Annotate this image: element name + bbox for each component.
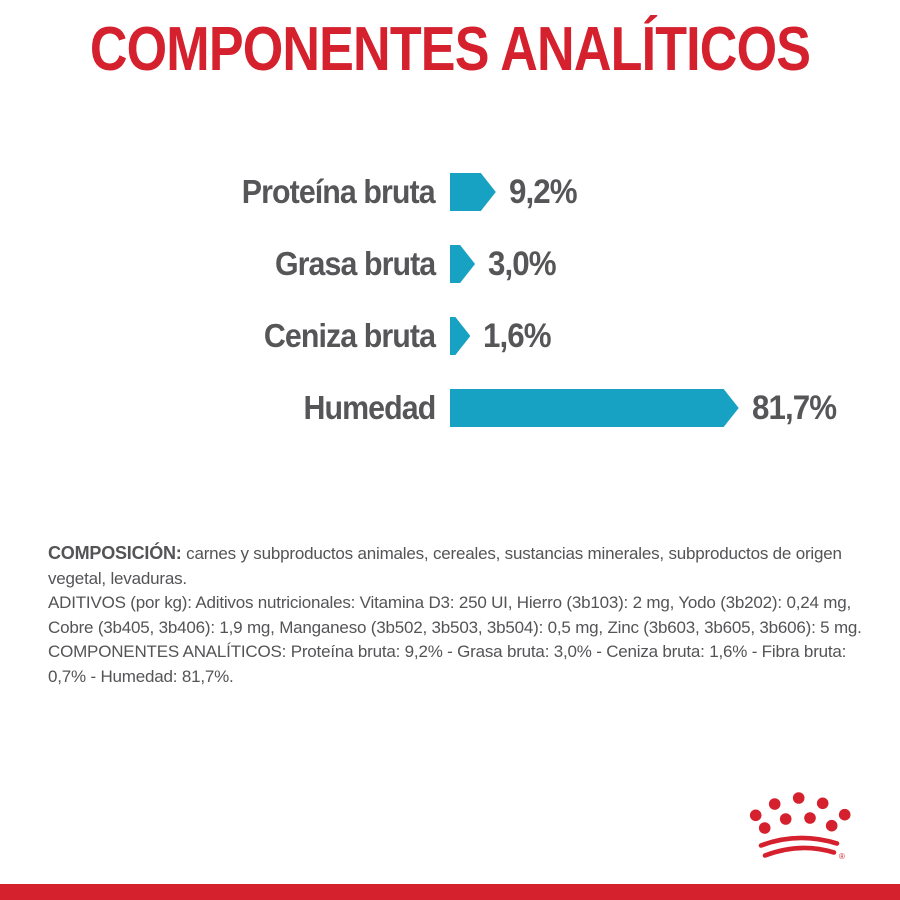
composicion-paragraph: COMPOSICIÓN: carnes y subproductos anima… xyxy=(48,541,862,591)
composicion-label: COMPOSICIÓN: xyxy=(48,543,182,563)
chart-row-proteina: Proteína bruta 9,2% xyxy=(0,156,900,228)
bar-value-grasa: 3,0% xyxy=(488,244,557,283)
royal-canin-crown-icon: ® xyxy=(749,792,851,861)
bar-label-humedad: Humedad xyxy=(303,389,436,426)
chart-row-ceniza: Ceniza bruta 1,6% xyxy=(0,300,900,372)
bar-value-proteina: 9,2% xyxy=(508,172,578,211)
composicion-text: carnes y subproductos animales, cereales… xyxy=(48,544,842,588)
bar-proteina xyxy=(450,173,496,211)
bar-humedad xyxy=(450,389,739,427)
page-title: COMPONENTES ANALÍTICOS xyxy=(89,15,811,84)
componentes-paragraph: COMPONENTES ANALÍTICOS: Proteína bruta: … xyxy=(48,642,847,686)
bar-grasa xyxy=(450,245,475,283)
analytical-components-chart: Proteína bruta 9,2% Grasa bruta 3,0% Cen… xyxy=(0,156,900,444)
chart-row-grasa: Grasa bruta 3,0% xyxy=(0,228,900,300)
aditivos-paragraph: ADITIVOS (por kg): Aditivos nutricionale… xyxy=(48,593,862,637)
bar-value-ceniza: 1,6% xyxy=(483,316,552,355)
bar-label-ceniza: Ceniza bruta xyxy=(263,317,436,354)
composition-block: COMPOSICIÓN: carnes y subproductos anima… xyxy=(48,541,862,689)
footer-red-bar xyxy=(0,884,900,900)
registered-mark: ® xyxy=(839,852,845,861)
chart-row-humedad: Humedad 81,7% xyxy=(0,372,900,444)
bar-ceniza xyxy=(450,317,470,355)
bar-label-grasa: Grasa bruta xyxy=(274,245,436,282)
bar-value-humedad: 81,7% xyxy=(751,388,837,427)
bar-label-proteina: Proteína bruta xyxy=(242,173,436,210)
